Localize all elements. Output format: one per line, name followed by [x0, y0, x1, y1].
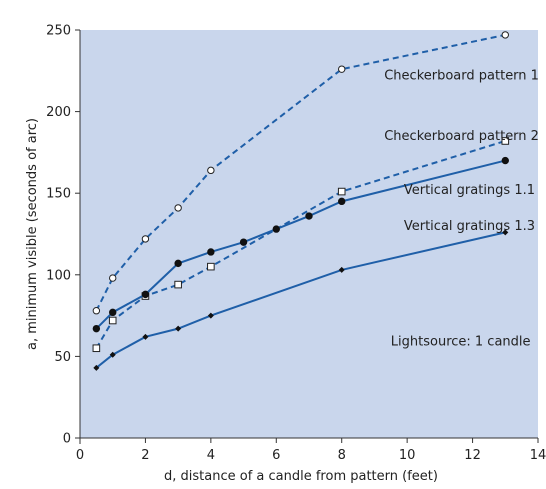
annotation-layer: Checkerboard pattern 1 Checkerboard patte… — [384, 69, 539, 350]
data-point — [305, 212, 313, 220]
data-point — [92, 307, 101, 315]
data-point — [141, 235, 150, 243]
data-point — [239, 238, 248, 246]
x-tick-label: 10 — [399, 448, 416, 463]
y-tick-label: 250 — [46, 24, 71, 39]
data-point — [501, 31, 509, 39]
x-tick-label: 12 — [464, 448, 481, 463]
data-point — [501, 137, 510, 145]
data-point — [174, 259, 182, 268]
x-axis-label: d, distance of a candle from pattern (fe… — [164, 469, 438, 484]
data-point — [109, 351, 116, 358]
y-tick-label: 100 — [46, 268, 71, 283]
series-3 — [92, 156, 509, 333]
y-tick-label: 0 — [63, 432, 71, 447]
data-point — [207, 166, 215, 175]
data-point — [174, 280, 182, 289]
x-tick-label: 0 — [76, 448, 84, 463]
x-tick-label: 8 — [338, 448, 346, 463]
data-point — [108, 316, 117, 325]
x-tick-label: 2 — [141, 448, 149, 463]
data-point — [501, 156, 509, 165]
y-axis-label: a, minimum visible (seconds of arc) — [25, 118, 40, 350]
data-point — [142, 333, 149, 340]
series-line — [95, 159, 506, 330]
series-annotation: Lightsource: 1 candle — [391, 335, 531, 350]
data-point — [175, 325, 182, 332]
series-annotation: Checkerboard pattern 2 — [384, 129, 539, 144]
plot-background — [80, 30, 538, 438]
x-tick-label: 6 — [272, 448, 280, 463]
series-annotation: Vertical gratings 1.3 — [404, 219, 535, 234]
axes-layer: 0 2 4 6 8 10 12 14 0 50 100 150 200 250 — [46, 24, 546, 464]
data-point — [141, 290, 150, 299]
series-1 — [92, 31, 509, 315]
series-layer — [92, 31, 510, 371]
data-point — [272, 225, 280, 233]
data-point — [207, 262, 215, 271]
series-4 — [93, 229, 509, 371]
data-point — [93, 364, 100, 371]
data-point — [207, 312, 214, 319]
data-point — [92, 344, 101, 353]
series-annotation: Checkerboard pattern 1 — [384, 69, 539, 84]
data-point — [337, 187, 346, 196]
data-point — [174, 204, 182, 212]
x-tick-label: 14 — [530, 448, 546, 463]
y-tick-label: 200 — [46, 105, 71, 120]
data-point — [502, 229, 509, 236]
y-tick-label: 50 — [54, 350, 71, 365]
data-point — [109, 308, 117, 317]
data-point — [109, 274, 117, 282]
data-point — [207, 248, 215, 256]
data-point — [338, 266, 345, 273]
x-tick-label: 4 — [207, 448, 215, 463]
series-annotation: Vertical gratings 1.1 — [404, 183, 535, 198]
data-point — [338, 197, 346, 206]
data-point — [92, 324, 101, 333]
y-tick-label: 150 — [46, 187, 71, 202]
data-point — [338, 65, 346, 73]
